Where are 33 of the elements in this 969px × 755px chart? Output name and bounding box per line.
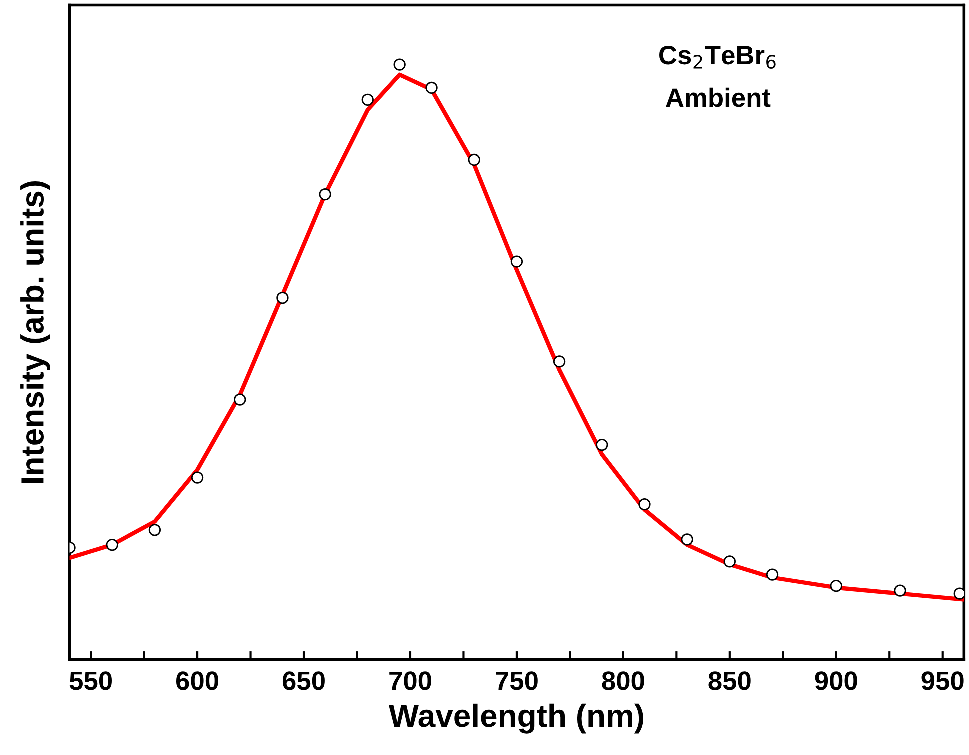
point bbox=[148, 524, 162, 536]
point bbox=[830, 580, 842, 592]
point bbox=[468, 154, 480, 166]
x-tick-label: 550 bbox=[70, 672, 112, 690]
point bbox=[276, 292, 289, 304]
x-tick-label: 750 bbox=[496, 672, 538, 690]
point bbox=[596, 438, 608, 452]
x-tick-label: 950 bbox=[922, 672, 964, 690]
point bbox=[234, 394, 246, 406]
point bbox=[106, 538, 118, 552]
point bbox=[681, 534, 694, 546]
x-tick-label: 850 bbox=[708, 672, 751, 690]
point bbox=[954, 588, 964, 600]
y-axis-title: Intensity (arb. units) bbox=[20, 182, 50, 484]
point bbox=[510, 256, 524, 268]
point bbox=[553, 356, 566, 368]
annotation: Cs$_{2}$TeBr$_{6}$ bbox=[660, 46, 776, 70]
point bbox=[766, 568, 779, 581]
x-tick-label: 700 bbox=[390, 672, 432, 690]
x-tick-label: 600 bbox=[176, 672, 218, 690]
annotation: Ambient bbox=[666, 88, 771, 108]
point bbox=[394, 58, 406, 71]
x-axis-title: Wavelength (nm) bbox=[388, 704, 644, 734]
x-tick-label: 650 bbox=[282, 672, 325, 690]
point bbox=[724, 556, 736, 568]
point bbox=[638, 498, 651, 511]
x-tick-label: 900 bbox=[815, 672, 858, 690]
point bbox=[319, 188, 332, 201]
x-tick-label: 800 bbox=[602, 672, 644, 690]
point bbox=[191, 472, 204, 484]
point bbox=[894, 584, 906, 597]
point bbox=[362, 94, 374, 106]
point bbox=[426, 82, 438, 94]
